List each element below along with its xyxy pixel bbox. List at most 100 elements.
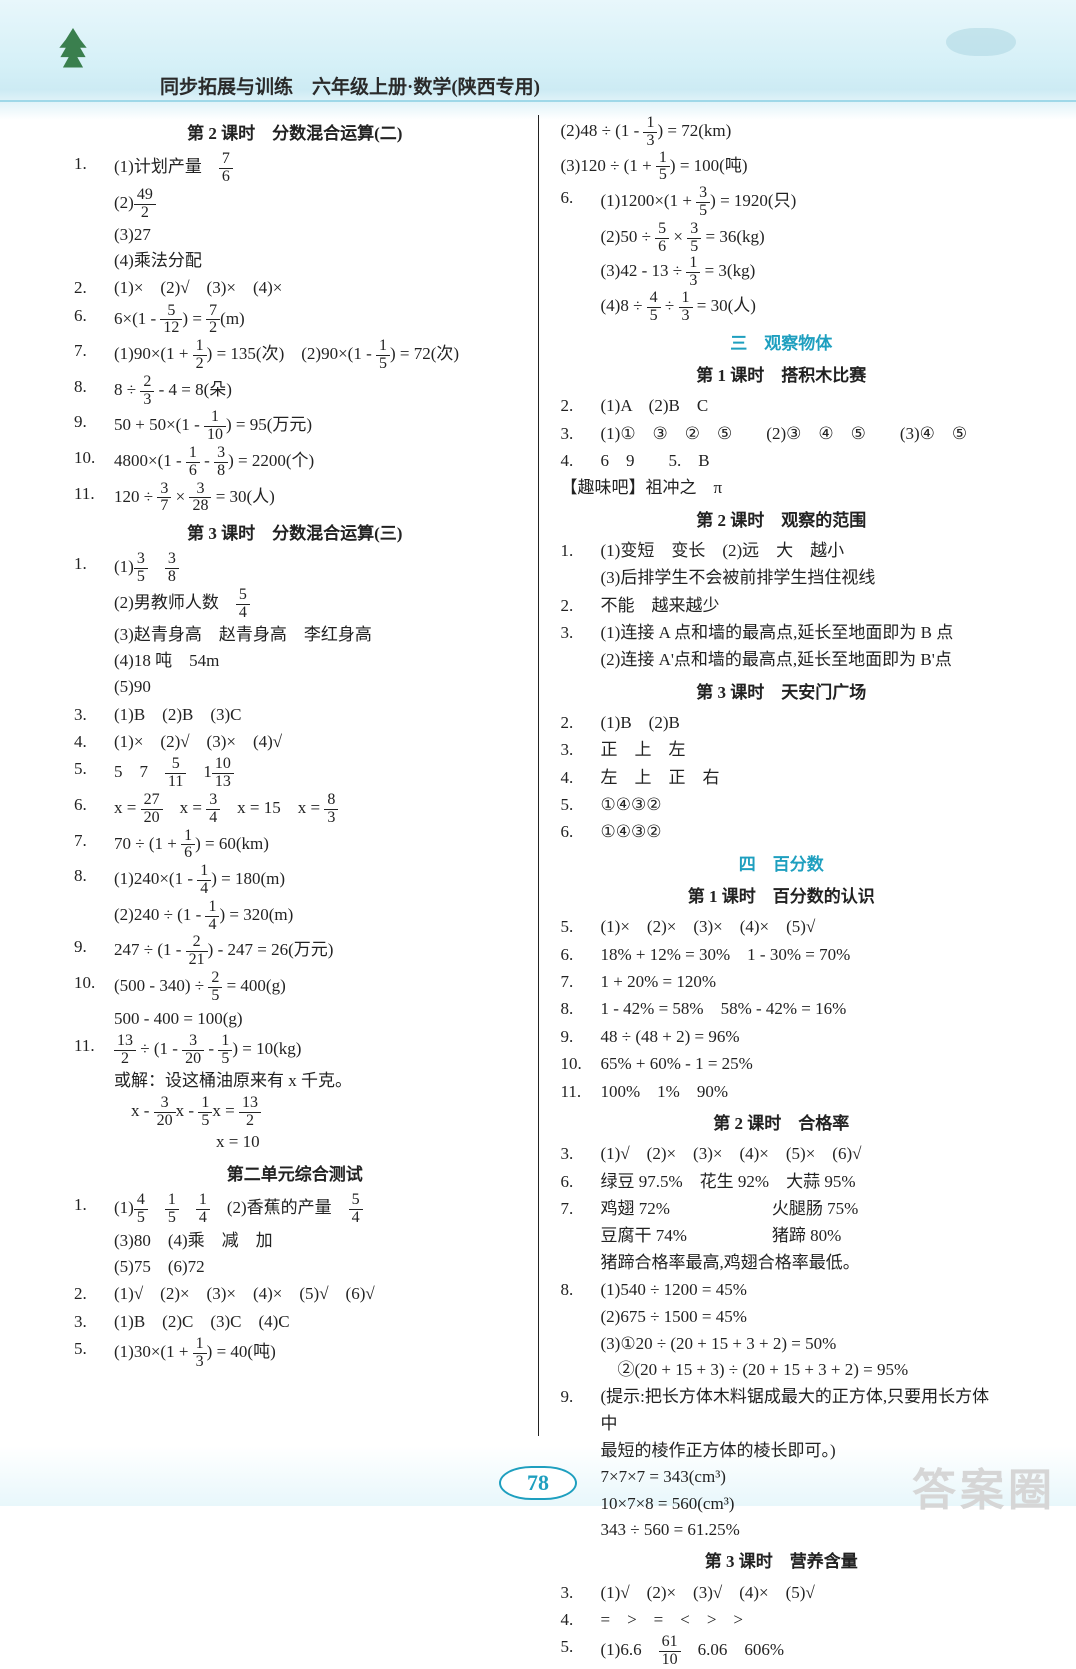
answer-text: (1)√ (2)× (3)× (4)× (5)× (6)√	[601, 1141, 1003, 1167]
answer-text: (1)× (2)√ (3)× (4)√	[114, 729, 516, 755]
answer-line: 3.(1)B (2)C (3)C (4)C	[74, 1309, 516, 1335]
question-number: 8.	[561, 1277, 601, 1303]
question-number: 2.	[561, 393, 601, 419]
answer-line: 8.1 - 42% = 58% 58% - 42% = 16%	[561, 996, 1003, 1022]
answer-text: (1)6.6 6110 6.06 606%	[601, 1634, 1003, 1669]
answer-line: 11.120 ÷ 37 × 328 = 30(人)	[74, 481, 516, 516]
answer-text: 6 9 5. B	[601, 448, 1003, 474]
answer-line: 2.不能 越来越少	[561, 593, 1003, 619]
answer-line: 4.6 9 5. B	[561, 448, 1003, 474]
question-number: 2.	[74, 275, 114, 301]
answer-text: 70 ÷ (1 + 16) = 60(km)	[114, 828, 516, 863]
answer-line: 6.绿豆 97.5% 花生 92% 大蒜 95%	[561, 1169, 1003, 1195]
answer-text: ①④③②	[601, 819, 1003, 845]
answer-line: 11.132 ÷ (1 - 320 - 15) = 10(kg)	[74, 1033, 516, 1068]
answer-text: (1)B (2)C (3)C (4)C	[114, 1309, 516, 1335]
answer-line: 5.(1)6.6 6110 6.06 606%	[561, 1634, 1003, 1669]
question-number: 10.	[561, 1051, 601, 1077]
answer-line: 10.65% + 60% - 1 = 25%	[561, 1051, 1003, 1077]
answer-line: (3)①20 ÷ (20 + 15 + 3 + 2) = 50%	[561, 1331, 1003, 1357]
answer-text: (1)√ (2)× (3)× (4)× (5)√ (6)√	[114, 1281, 516, 1307]
ufo-decoration	[946, 28, 1016, 56]
question-number: 5.	[74, 756, 114, 782]
answer-line: (3)赵青身高 赵青身高 李红身高	[74, 622, 516, 648]
answer-text: 5 7 511 11013	[114, 756, 516, 791]
answer-line: 2.(1)× (2)√ (3)× (4)×	[74, 275, 516, 301]
answer-text: (1)× (2)× (3)× (4)× (5)√	[601, 914, 1003, 940]
answer-line: 5.①④③②	[561, 792, 1003, 818]
answer-line: (2)连接 A'点和墙的最高点,延长至地面即为 B'点	[561, 647, 1003, 673]
answer-line: 8.(1)240×(1 - 14) = 180(m)	[74, 863, 516, 898]
left-column: 第 2 课时 分数混合运算(二)1.(1)计划产量 76(2)492(3)27(…	[60, 115, 539, 1436]
answer-line: (3)80 (4)乘 减 加	[74, 1228, 516, 1254]
answer-line: (2)50 ÷ 56 × 35 = 36(kg)	[561, 221, 1003, 256]
question-number: 2.	[561, 710, 601, 736]
question-number: 9.	[74, 409, 114, 435]
section-title: 第 2 课时 观察的范围	[561, 508, 1003, 534]
answer-line: 3.(1)√ (2)× (3)× (4)× (5)× (6)√	[561, 1141, 1003, 1167]
answer-line: (2)男教师人数 54	[74, 587, 516, 622]
answer-text: (1)35 38	[114, 551, 516, 586]
header-background	[0, 0, 1076, 120]
section-title: 第 1 课时 搭积木比赛	[561, 363, 1003, 389]
content-columns: 第 2 课时 分数混合运算(二)1.(1)计划产量 76(2)492(3)27(…	[60, 115, 1016, 1436]
answer-line: 2.(1)√ (2)× (3)× (4)× (5)√ (6)√	[74, 1281, 516, 1307]
question-number: 3.	[74, 702, 114, 728]
answer-line: 5.(1)× (2)× (3)× (4)× (5)√	[561, 914, 1003, 940]
answer-text: 4800×(1 - 16 - 38) = 2200(个)	[114, 445, 516, 480]
answer-line: 1.(1)计划产量 76	[74, 151, 516, 186]
question-number: 6.	[561, 1169, 601, 1195]
question-number: 1.	[74, 551, 114, 577]
answer-text: 50 + 50×(1 - 110) = 95(万元)	[114, 409, 516, 444]
section-title: 第 2 课时 合格率	[561, 1111, 1003, 1137]
answer-line: (5)90	[74, 674, 516, 700]
answer-line: 6.①④③②	[561, 819, 1003, 845]
question-number: 6.	[74, 303, 114, 329]
question-number: 6.	[74, 792, 114, 818]
question-number: 2.	[561, 593, 601, 619]
answer-line: (3)27	[74, 222, 516, 248]
question-number: 9.	[74, 934, 114, 960]
question-number: 7.	[74, 338, 114, 364]
answer-text: (1)30×(1 + 13) = 40(吨)	[114, 1336, 516, 1371]
answer-line: 500 - 400 = 100(g)	[74, 1006, 516, 1032]
right-column: (2)48 ÷ (1 - 13) = 72(km)(3)120 ÷ (1 + 1…	[539, 115, 1017, 1436]
question-number: 11.	[74, 481, 114, 507]
answer-line: (2)48 ÷ (1 - 13) = 72(km)	[561, 115, 1003, 150]
question-number: 10.	[74, 445, 114, 471]
answer-line: 9.50 + 50×(1 - 110) = 95(万元)	[74, 409, 516, 444]
answer-text: 鸡翅 72% 火腿肠 75%	[601, 1196, 1003, 1222]
answer-line: 6.x = 2720 x = 34 x = 15 x = 83	[74, 792, 516, 827]
answer-line: 7.1 + 20% = 120%	[561, 969, 1003, 995]
answer-text: 120 ÷ 37 × 328 = 30(人)	[114, 481, 516, 516]
answer-text: (1)× (2)√ (3)× (4)×	[114, 275, 516, 301]
answer-text: 左 上 正 右	[601, 765, 1003, 791]
unit-title: 三 观察物体	[561, 331, 1003, 357]
answer-text: 6×(1 - 512) = 72(m)	[114, 303, 516, 338]
answer-text: x = 2720 x = 34 x = 15 x = 83	[114, 792, 516, 827]
answer-line: 4.= > = < > >	[561, 1607, 1003, 1633]
answer-line: 11.100% 1% 90%	[561, 1079, 1003, 1105]
answer-line: 7.(1)90×(1 + 12) = 135(次) (2)90×(1 - 15)…	[74, 338, 516, 373]
answer-line: 豆腐干 74% 猪蹄 80%	[561, 1223, 1003, 1249]
answer-text: 65% + 60% - 1 = 25%	[601, 1051, 1003, 1077]
answer-text: (1)B (2)B (3)C	[114, 702, 516, 728]
answer-text: (1)√ (2)× (3)√ (4)× (5)√	[601, 1580, 1003, 1606]
question-number: 8.	[74, 374, 114, 400]
answer-line: 10.(500 - 340) ÷ 25 = 400(g)	[74, 970, 516, 1005]
answer-text: 247 ÷ (1 - 221) - 247 = 26(万元)	[114, 934, 516, 969]
answer-text: (1)连接 A 点和墙的最高点,延长至地面即为 B 点	[601, 620, 1003, 646]
question-number: 11.	[561, 1079, 601, 1105]
answer-line: (5)75 (6)72	[74, 1254, 516, 1280]
answer-text: (提示:把长方体木料锯成最大的正方体,只要用长方体中	[601, 1384, 1003, 1437]
answer-line: 6.6×(1 - 512) = 72(m)	[74, 303, 516, 338]
answer-line: 7.70 ÷ (1 + 16) = 60(km)	[74, 828, 516, 863]
answer-line: 1.(1)35 38	[74, 551, 516, 586]
answer-line: ②(20 + 15 + 3) ÷ (20 + 15 + 3 + 2) = 95%	[561, 1357, 1003, 1383]
unit-title: 四 百分数	[561, 852, 1003, 878]
question-number: 6.	[561, 942, 601, 968]
answer-line: (4)18 吨 54m	[74, 648, 516, 674]
question-number: 7.	[561, 1196, 601, 1222]
answer-line: 3.正 上 左	[561, 737, 1003, 763]
answer-text: (1)45 15 14 (2)香蕉的产量 54	[114, 1192, 516, 1227]
